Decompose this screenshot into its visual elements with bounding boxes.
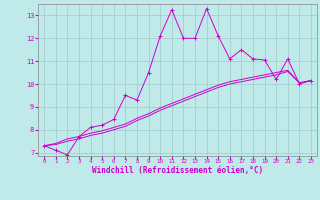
X-axis label: Windchill (Refroidissement éolien,°C): Windchill (Refroidissement éolien,°C) (92, 166, 263, 175)
